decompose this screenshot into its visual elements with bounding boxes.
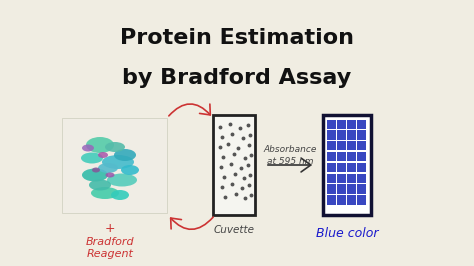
Bar [328,184,336,194]
Bar [347,184,356,194]
Ellipse shape [121,165,139,175]
Bar [347,141,356,151]
Text: Reagent: Reagent [87,249,134,259]
Bar [337,184,346,194]
Ellipse shape [98,163,118,173]
Bar [357,119,366,129]
Ellipse shape [111,190,129,200]
Bar [347,195,356,205]
Bar [337,174,346,183]
Bar [357,141,366,151]
Ellipse shape [105,142,125,152]
Bar [357,130,366,140]
Bar [337,141,346,151]
Bar [328,130,336,140]
Text: Blue color: Blue color [316,227,378,240]
Ellipse shape [91,187,119,199]
Ellipse shape [89,180,111,190]
Text: Absorbance: Absorbance [264,146,317,155]
Ellipse shape [92,168,100,172]
Bar [328,119,336,129]
Ellipse shape [114,149,136,161]
FancyBboxPatch shape [62,118,167,213]
Bar [357,184,366,194]
Bar [328,141,336,151]
Bar [328,195,336,205]
Bar [357,174,366,183]
Ellipse shape [106,172,115,177]
Bar [347,152,356,161]
Bar [347,119,356,129]
Bar [347,174,356,183]
FancyArrowPatch shape [171,217,213,229]
Bar [337,163,346,172]
Bar [337,195,346,205]
Text: by Bradford Assay: by Bradford Assay [122,68,352,88]
Bar [328,174,336,183]
Bar [357,163,366,172]
Text: at 595 nm: at 595 nm [267,157,313,167]
Ellipse shape [82,144,94,152]
Bar [357,152,366,161]
Bar [337,152,346,161]
Text: Protein Estimation: Protein Estimation [120,28,354,48]
Bar [347,163,356,172]
FancyArrowPatch shape [268,158,311,172]
Bar [347,130,356,140]
Bar [323,115,371,215]
Bar [357,195,366,205]
Bar [213,115,255,215]
Ellipse shape [81,152,103,164]
Ellipse shape [107,173,137,186]
Bar [337,119,346,129]
Text: Cuvette: Cuvette [213,225,255,235]
Bar [328,152,336,161]
Ellipse shape [82,168,108,181]
Ellipse shape [98,152,108,158]
Text: +: + [105,222,115,235]
Ellipse shape [86,137,114,153]
FancyArrowPatch shape [169,104,210,116]
Ellipse shape [102,155,134,169]
Bar [328,163,336,172]
Text: Bradford: Bradford [86,237,134,247]
Bar [337,130,346,140]
